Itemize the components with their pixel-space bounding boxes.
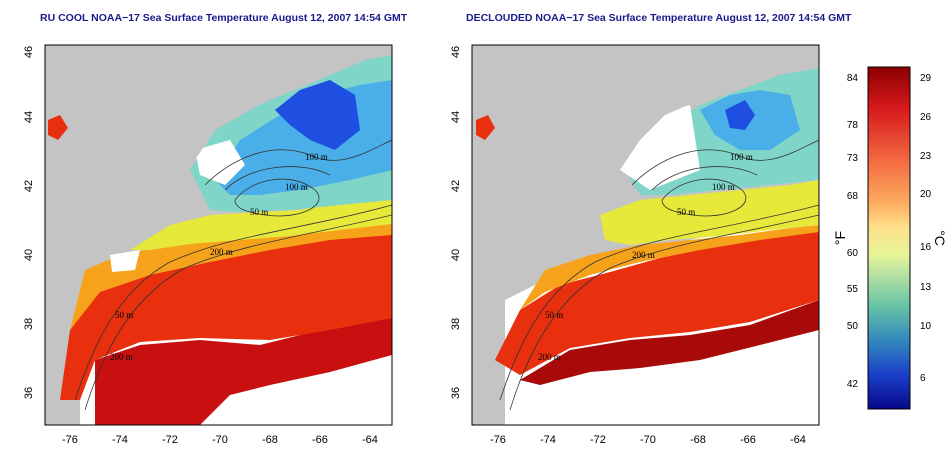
celsius-label: 16 (920, 242, 932, 253)
fahrenheit-label: 50 (847, 321, 859, 332)
left-sst-map (45, 45, 392, 425)
celsius-label: 10 (920, 321, 932, 332)
bathymetry-contours (74, 139, 392, 411)
y-tick-label: 36 (450, 387, 462, 399)
bathymetry-contours (499, 139, 819, 411)
y-tick-label: 40 (450, 249, 462, 261)
contour-label: 200 m (632, 250, 655, 260)
y-tick-label: 38 (23, 318, 35, 330)
celsius-unit-label: °C (932, 230, 948, 246)
right-map-title: DECLOUDED NOAA−17 Sea Surface Temperatur… (466, 12, 852, 24)
x-tick-label: -72 (590, 434, 606, 446)
y-tick-label: 42 (23, 180, 35, 192)
x-tick-label: -72 (162, 434, 178, 446)
cloud-patch (110, 250, 140, 272)
y-tick-label: 46 (450, 46, 462, 58)
y-tick-label: 44 (450, 111, 462, 123)
celsius-label: 6 (920, 373, 926, 384)
x-tick-label: -76 (490, 434, 506, 446)
contour-label: 100 m (730, 152, 753, 162)
x-tick-label: -68 (690, 434, 706, 446)
celsius-label: 29 (920, 73, 932, 84)
x-tick-label: -74 (112, 434, 128, 446)
x-tick-label: -64 (790, 434, 806, 446)
celsius-label: 20 (920, 189, 932, 200)
x-tick-label: -70 (640, 434, 656, 446)
gulf-stream-core (520, 300, 819, 385)
contour-label: 50 m (250, 207, 268, 217)
x-tick-label: -76 (62, 434, 78, 446)
right-sst-map (472, 45, 819, 425)
right-map-frame (471, 44, 820, 426)
y-tick-label: 42 (450, 180, 462, 192)
celsius-label: 26 (920, 112, 932, 123)
left-map-frame (44, 44, 393, 426)
land-mass (472, 45, 819, 345)
contour-label: 50 m (545, 310, 563, 320)
left-y-axis: 46 44 42 40 38 36 (23, 46, 35, 399)
inland-warm-water (476, 115, 495, 140)
y-tick-label: 38 (450, 318, 462, 330)
contour-label: 200 m (110, 352, 133, 362)
contour-label: 100 m (305, 152, 328, 162)
y-tick-label: 40 (23, 249, 35, 261)
contour-label: 200 m (538, 352, 561, 362)
land-mass (45, 45, 392, 360)
contour-label: 200 m (210, 247, 233, 257)
fahrenheit-label: 68 (847, 191, 859, 202)
fahrenheit-label: 84 (847, 73, 859, 84)
shelf-water (520, 225, 819, 310)
fahrenheit-label: 60 (847, 248, 859, 259)
x-tick-label: -64 (362, 434, 378, 446)
cold-core (275, 80, 360, 150)
right-x-axis: -76 -74 -72 -70 -68 -66 -64 (490, 434, 806, 446)
y-tick-label: 44 (23, 111, 35, 123)
fahrenheit-label: 78 (847, 120, 859, 131)
x-tick-label: -74 (540, 434, 556, 446)
fahrenheit-label: 73 (847, 153, 859, 164)
gulf-stream-core (95, 315, 392, 425)
warm-slope-water (60, 228, 392, 400)
x-tick-label: -70 (212, 434, 228, 446)
contour-label: 50 m (115, 310, 133, 320)
y-tick-label: 36 (23, 387, 35, 399)
contour-label: 100 m (285, 182, 308, 192)
transition-water (130, 195, 392, 250)
y-tick-label: 46 (23, 46, 35, 58)
temperature-colorbar: 84 78 73 68 60 55 50 42 29 26 23 20 16 1… (832, 66, 948, 410)
fahrenheit-label: 55 (847, 284, 859, 295)
right-y-axis: 46 44 42 40 38 36 (450, 46, 462, 399)
cold-core (725, 100, 755, 130)
left-map-title: RU COOL NOAA−17 Sea Surface Temperature … (40, 12, 408, 24)
contour-label: 100 m (712, 182, 735, 192)
inland-warm-water (48, 115, 68, 140)
x-tick-label: -68 (262, 434, 278, 446)
cloud-patch (195, 140, 245, 185)
x-tick-label: -66 (740, 434, 756, 446)
warm-slope-water (495, 230, 819, 375)
celsius-label: 23 (920, 151, 932, 162)
left-x-axis: -76 -74 -72 -70 -68 -66 -64 (62, 434, 378, 446)
transition-water (600, 180, 819, 245)
celsius-label: 13 (920, 282, 932, 293)
contour-label: 50 m (677, 207, 695, 217)
fahrenheit-unit-label: °F (832, 231, 848, 245)
fahrenheit-label: 42 (847, 379, 859, 390)
x-tick-label: -66 (312, 434, 328, 446)
colorbar-gradient (867, 66, 911, 410)
